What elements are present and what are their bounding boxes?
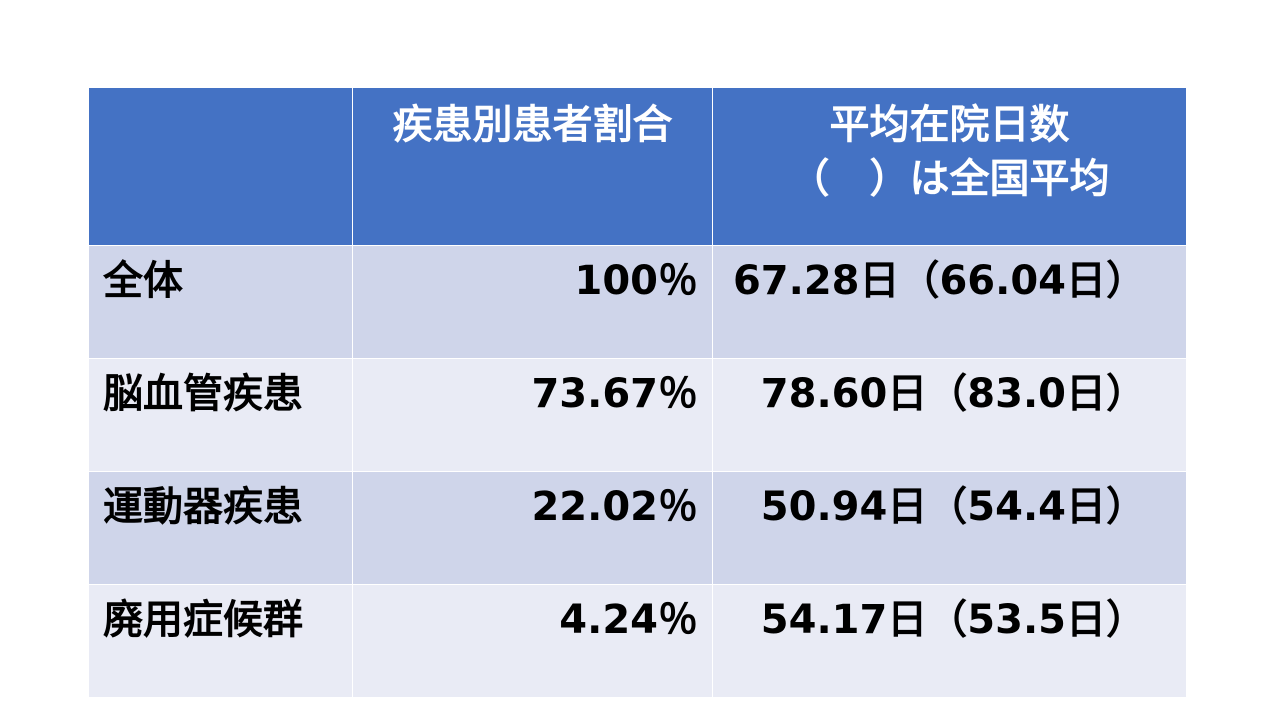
table-cell: 78.60日（83.0日） (712, 358, 1187, 472)
table-row: 廃用症候群 4.24％ 54.17日（53.5日） (88, 584, 1187, 698)
header-text: （ ）は全国平均 (789, 156, 1110, 202)
table-cell: 運動器疾患 (88, 471, 353, 585)
table-row: 運動器疾患 22.02％ 50.94日（54.4日） (88, 471, 1187, 585)
table-cell: 4.24％ (352, 584, 713, 698)
table-body: 全体 100％ 67.28日（66.04日） 脳血管疾患 73.67％ 78.60日（83… (88, 245, 1187, 698)
table-row: 全体 100％ 67.28日（66.04日） (88, 245, 1187, 359)
table-cell: 54.17日（53.5日） (712, 584, 1187, 698)
header-cell: 平均在院日数 （ ）は全国平均 (712, 87, 1187, 246)
table-cell: 廃用症候群 (88, 584, 353, 698)
header-text: 平均在院日数 (829, 102, 1070, 148)
table-row: 脳血管疾患 73.67％ 78.60日（83.0日） (88, 358, 1187, 472)
header-cell: 疾患別患者割合 (352, 87, 713, 246)
header-cell (88, 87, 353, 246)
data-table: 疾患別患者割合 平均在院日数 （ ）は全国平均 全体 100％ 67.28日（66.… (88, 87, 1187, 698)
table-cell: 50.94日（54.4日） (712, 471, 1187, 585)
table-cell: 67.28日（66.04日） (712, 245, 1187, 359)
table-cell: 73.67％ (352, 358, 713, 472)
header-row: 疾患別患者割合 平均在院日数 （ ）は全国平均 (88, 87, 1187, 246)
header-text: 疾患別患者割合 (392, 102, 673, 148)
table-cell: 脳血管疾患 (88, 358, 353, 472)
table-cell: 100％ (352, 245, 713, 359)
table-cell: 22.02％ (352, 471, 713, 585)
table-cell: 全体 (88, 245, 353, 359)
